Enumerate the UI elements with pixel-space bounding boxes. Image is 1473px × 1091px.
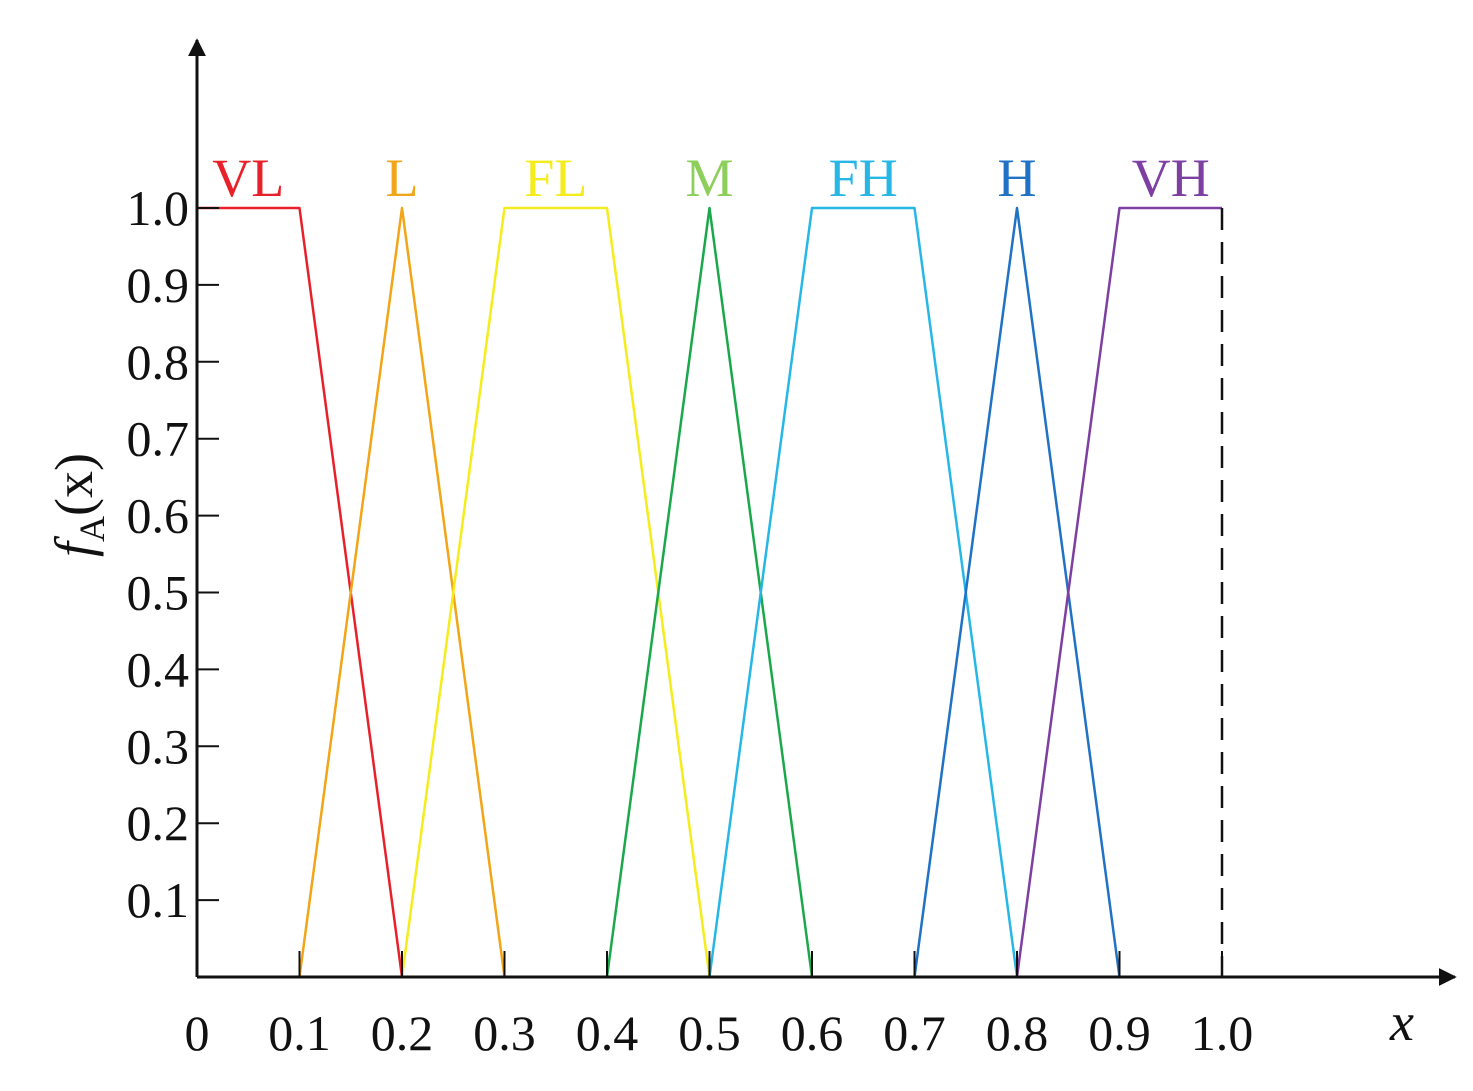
series-line-l bbox=[298, 206, 506, 978]
y-tick-label: 0.4 bbox=[127, 641, 190, 697]
x-tick-label: 0.2 bbox=[371, 1005, 434, 1061]
series-label-m: M bbox=[685, 148, 733, 208]
series-line-fh bbox=[708, 206, 1019, 978]
y-tick-label: 0.3 bbox=[127, 718, 190, 774]
y-axis-title-sub: A bbox=[72, 516, 112, 542]
labels-group: VL L FL M FH H VH bbox=[212, 148, 1209, 208]
x-tick-label: 0.9 bbox=[1088, 1005, 1151, 1061]
series-label-vh: VH bbox=[1132, 148, 1210, 208]
series-label-vl: VL bbox=[212, 148, 284, 208]
series-group bbox=[197, 206, 1222, 978]
y-tick-label: 0.1 bbox=[127, 872, 190, 928]
series-line-fl bbox=[400, 206, 711, 978]
x-tick-label: 1.0 bbox=[1191, 1005, 1254, 1061]
series-line-m bbox=[605, 206, 814, 978]
x-tick-label: 0.4 bbox=[576, 1005, 639, 1061]
x-tick-label: 0 bbox=[185, 1005, 210, 1061]
x-tick-label: 0.1 bbox=[268, 1005, 331, 1061]
series-label-fl: FL bbox=[524, 148, 587, 208]
y-axis-title-tail: (x) bbox=[44, 453, 104, 516]
x-axis-title: x bbox=[1389, 992, 1414, 1052]
series-line-vl bbox=[197, 206, 404, 978]
series-line-h bbox=[913, 206, 1121, 978]
y-tick-label: 0.5 bbox=[127, 565, 190, 621]
y-tick-label: 0.6 bbox=[127, 488, 190, 544]
y-axis-title: fA(x) bbox=[44, 453, 112, 557]
series-label-l: L bbox=[386, 148, 419, 208]
x-tick-label: 0.3 bbox=[473, 1005, 536, 1061]
axes-group bbox=[188, 38, 1457, 986]
y-tick-label: 0.2 bbox=[127, 795, 190, 851]
ticks-group: 0 0.1 0.2 0.3 0.4 0.5 0.6 0.7 0.8 0.9 1.0 0.1 0.2 0.3… bbox=[127, 180, 1254, 1061]
y-tick-label: 0.7 bbox=[127, 411, 190, 467]
series-label-fh: FH bbox=[829, 148, 898, 208]
x-tick-label: 0.7 bbox=[883, 1005, 946, 1061]
series-line-vh bbox=[1015, 206, 1222, 978]
x-tick-label: 0.6 bbox=[781, 1005, 844, 1061]
x-tick-label: 0.8 bbox=[986, 1005, 1049, 1061]
y-tick-label: 0.8 bbox=[127, 334, 190, 390]
x-tick-label: 0.5 bbox=[678, 1005, 741, 1061]
y-tick-label: 1.0 bbox=[127, 180, 190, 236]
y-tick-label: 0.9 bbox=[127, 257, 190, 313]
series-label-h: H bbox=[998, 148, 1037, 208]
